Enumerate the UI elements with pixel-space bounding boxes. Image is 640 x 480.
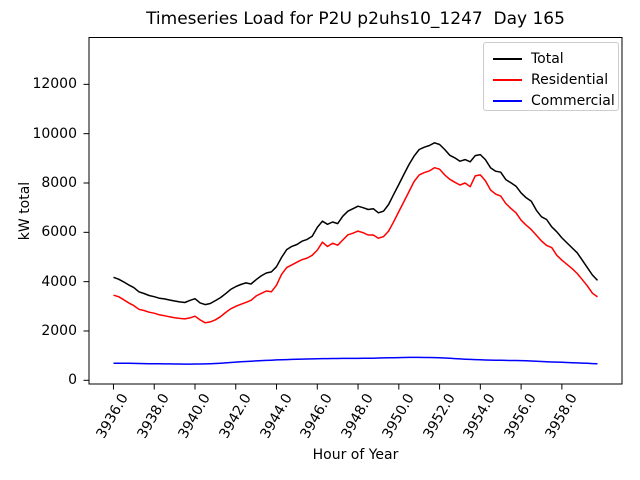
legend-label: Total — [531, 50, 564, 67]
legend-label: Commercial — [531, 92, 615, 109]
plot-frame — [88, 37, 623, 385]
legend: Total Residential Commercial — [483, 42, 619, 111]
series-line-commercial — [113, 356, 598, 365]
legend-line-sample — [493, 57, 522, 60]
legend-label: Residential — [531, 71, 609, 88]
legend-entry-residential: Residential — [484, 69, 618, 90]
legend-entry-total: Total — [484, 48, 618, 69]
y-tick-label: 6000 — [41, 224, 77, 241]
series-line-residential — [113, 166, 598, 324]
legend-line-sample — [493, 78, 522, 81]
series-line-total — [113, 142, 599, 306]
y-tick-label: 12000 — [32, 76, 77, 93]
y-tick-label: 0 — [68, 372, 77, 389]
y-tick-label: 4000 — [41, 273, 77, 290]
legend-entry-commercial: Commercial — [484, 90, 618, 111]
x-axis-label: Hour of Year — [312, 447, 399, 463]
y-tick-label: 2000 — [41, 322, 77, 339]
y-tick-label: 10000 — [32, 125, 77, 142]
y-tick-label: 8000 — [41, 175, 77, 191]
legend-line-sample — [493, 99, 522, 102]
chart-title: Timeseries Load for P2U p2uhs10_1247 Day… — [146, 9, 565, 29]
